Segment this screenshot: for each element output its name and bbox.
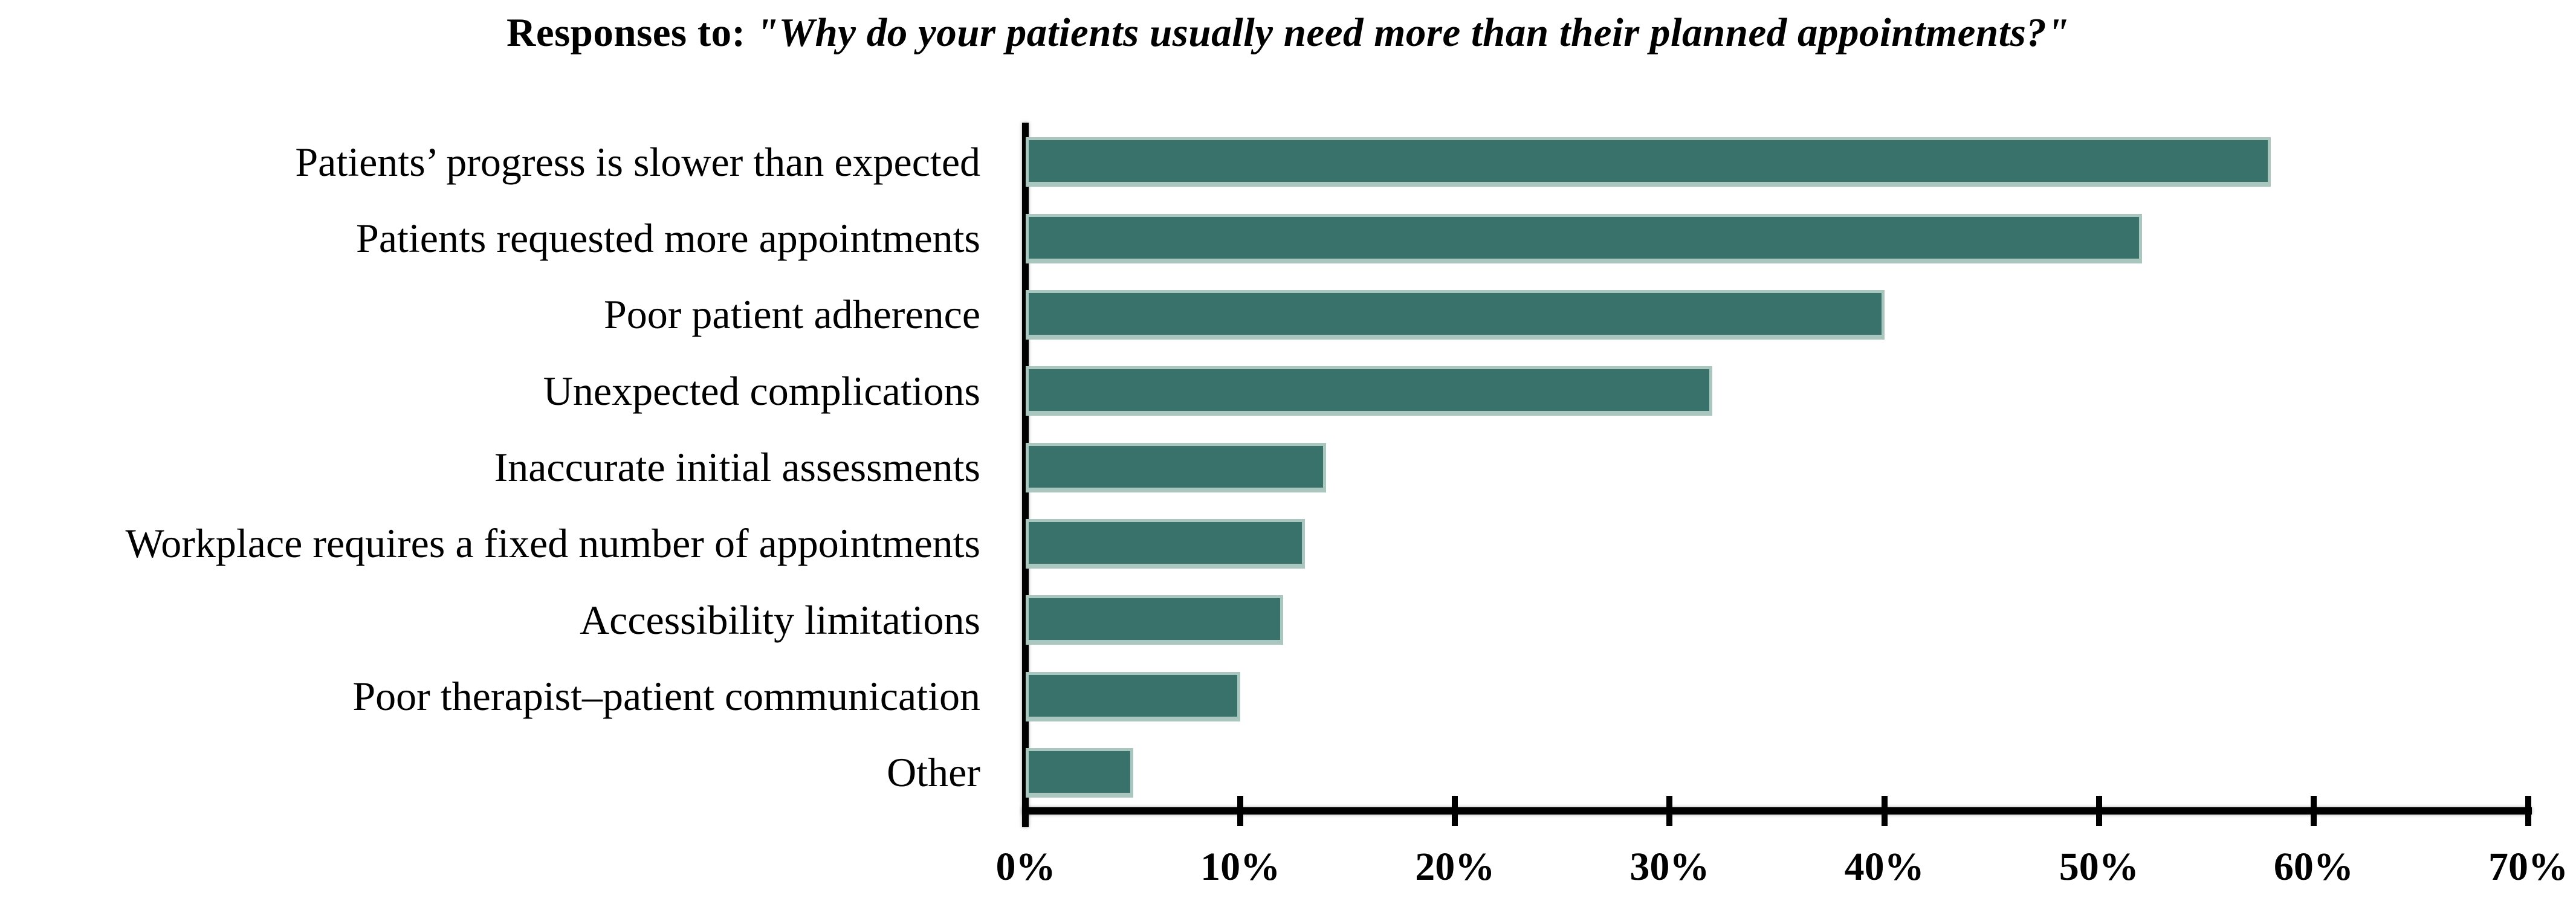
- bar: [1026, 518, 1305, 569]
- x-tick-label: 30%: [1629, 845, 1710, 889]
- bar: [1026, 213, 2142, 263]
- chart-title-prefix: Responses to:: [506, 10, 756, 55]
- category-label: Workplace requires a fixed number of app…: [125, 520, 981, 567]
- tick-mark: [1666, 796, 1673, 826]
- category-label: Poor patient adherence: [603, 291, 980, 338]
- chart-title: Responses to: "Why do your patients usua…: [0, 10, 2576, 56]
- category-label: Patients’ progress is slower than expect…: [295, 138, 980, 185]
- tick-mark: [2095, 796, 2102, 826]
- x-tick-label: 50%: [2059, 845, 2139, 889]
- x-tick-label: 70%: [2488, 845, 2568, 889]
- category-label: Inaccurate initial assessments: [494, 444, 980, 490]
- bar: [1026, 442, 1327, 492]
- category-axis: Patients’ progress is slower than expect…: [0, 124, 981, 811]
- x-axis-line: [1022, 807, 2532, 815]
- x-tick-label: 40%: [1844, 845, 1924, 889]
- category-label: Other: [887, 749, 980, 796]
- tick-mark: [2310, 796, 2317, 826]
- bar: [1026, 747, 1133, 798]
- bar: [1026, 671, 1241, 721]
- bar: [1026, 595, 1284, 645]
- x-tick-label: 20%: [1415, 845, 1495, 889]
- tick-mark: [1237, 796, 1244, 826]
- category-label: Patients requested more appointments: [356, 215, 980, 261]
- bar: [1026, 366, 1713, 416]
- tick-mark: [1881, 796, 1888, 826]
- tick-mark: [2525, 796, 2531, 826]
- category-label: Accessibility limitations: [580, 596, 980, 643]
- bar: [1026, 289, 1885, 340]
- bar: [1026, 137, 2271, 187]
- x-tick-label: 0%: [995, 845, 1056, 889]
- category-label: Unexpected complications: [543, 367, 980, 414]
- x-tick-label: 10%: [1200, 845, 1281, 889]
- chart-title-quote: "Why do your patients usually need more …: [756, 10, 2070, 55]
- tick-mark: [1452, 796, 1458, 826]
- plot-area: 0% 10% 20% 30% 40% 50% 60% 70%: [996, 123, 2568, 889]
- y-axis-line: [1022, 123, 1029, 827]
- category-label: Poor therapist–patient communication: [352, 673, 980, 719]
- x-tick-label: 60%: [2273, 845, 2354, 889]
